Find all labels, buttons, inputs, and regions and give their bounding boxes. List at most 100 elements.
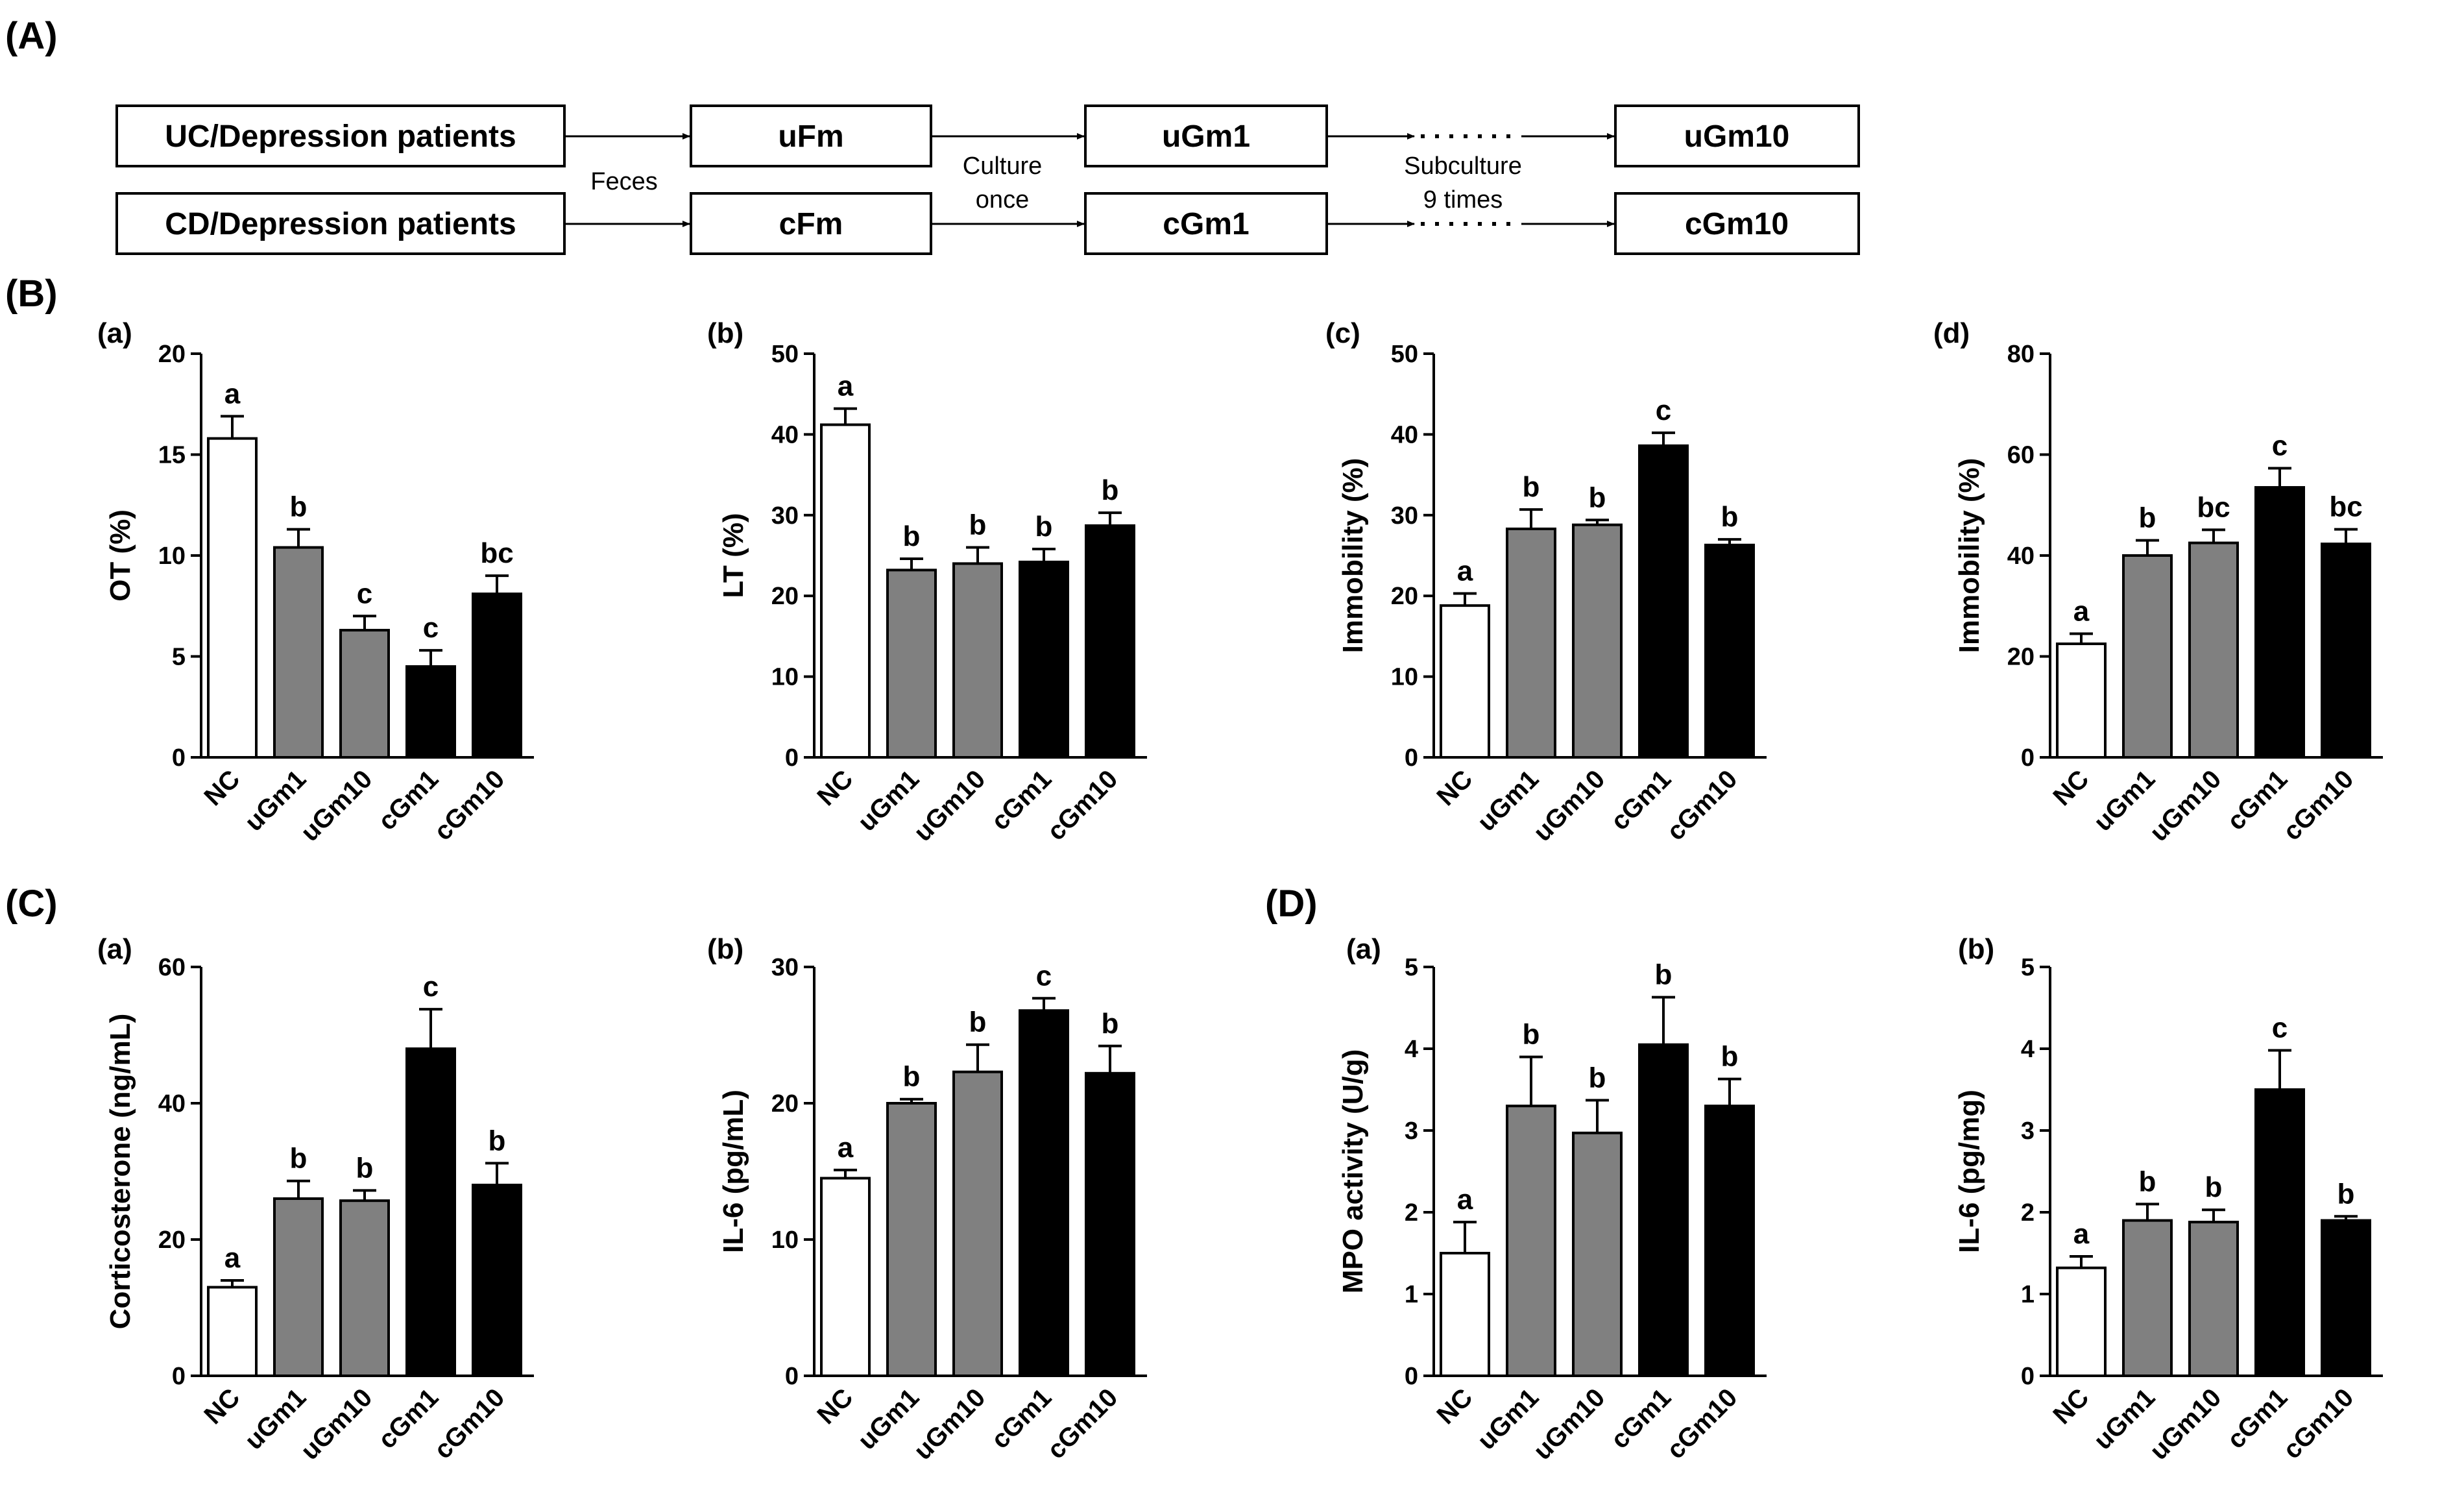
- bar-cgm1: [2254, 1088, 2305, 1377]
- bar-ugm1: [886, 1102, 937, 1377]
- significance-letter: b: [1035, 511, 1053, 543]
- bar-nc: [207, 1286, 258, 1377]
- significance-letter: b: [290, 1143, 308, 1175]
- gm1-box-c: [1084, 192, 1328, 255]
- significance-letter: b: [1655, 959, 1673, 991]
- significance-letter: bc: [2329, 491, 2362, 523]
- bar-ugm1: [2122, 554, 2173, 759]
- y-axis-title: IL-6 (pg/mL): [718, 1090, 749, 1253]
- bar-ugm10: [1572, 1131, 1623, 1378]
- y-tick-label: 0: [2021, 744, 2035, 772]
- source-box-uc-label: UC/Depression patients: [165, 119, 516, 154]
- significance-letter: b: [2139, 1166, 2156, 1197]
- bar-nc: [1440, 1252, 1490, 1377]
- bar-ugm10: [952, 562, 1003, 759]
- x-tick-label: cGm10: [1661, 764, 1743, 846]
- y-tick-label: 10: [771, 1227, 799, 1254]
- y-tick-label: 0: [1405, 744, 1418, 772]
- bar-cgm10: [1085, 524, 1135, 759]
- y-tick-label: 40: [158, 1090, 186, 1118]
- significance-letter: c: [357, 578, 372, 609]
- significance-letter: b: [903, 520, 921, 552]
- x-tick-label: uGm10: [1528, 1383, 1610, 1465]
- significance-letter: b: [903, 1061, 921, 1093]
- fm-box-u-label: uFm: [778, 119, 843, 154]
- y-axis-title: Immobility (%): [1337, 458, 1369, 654]
- bar-ugm10: [339, 1199, 390, 1378]
- x-tick-label: NC: [199, 1383, 245, 1430]
- panel-label-d: (D): [1265, 883, 1318, 925]
- y-tick-label: 50: [771, 341, 799, 368]
- x-tick-label: cGm10: [2278, 764, 2359, 846]
- y-tick-label: 3: [2021, 1118, 2035, 1145]
- x-tick-label: NC: [1431, 764, 1478, 811]
- x-tick-label: NC: [199, 764, 245, 811]
- chart-sublabel: (b): [707, 933, 743, 965]
- significance-letter: b: [1523, 1019, 1540, 1051]
- x-tick-label: NC: [2047, 764, 2094, 811]
- significance-letter: c: [1036, 960, 1052, 992]
- bar-ugm10: [2188, 1221, 2239, 1377]
- x-tick-label: uGm10: [295, 1383, 378, 1465]
- significance-letter: c: [2272, 1012, 2288, 1044]
- y-tick-label: 0: [172, 1363, 186, 1390]
- y-tick-label: 5: [172, 644, 186, 671]
- significance-letter: b: [2139, 502, 2156, 534]
- gm10-box-u: [1614, 104, 1860, 167]
- significance-letter: c: [423, 612, 439, 644]
- significance-letter: a: [224, 378, 241, 409]
- workflow-diagram: UC/Depression patients uFm uGm1 uGm10 CD…: [115, 104, 1860, 255]
- y-tick-label: 80: [2007, 341, 2035, 368]
- chart-c-a: (a) 0 20 40 60 Corticosterone (ng/mL) a NC b uGm1…: [97, 933, 534, 1465]
- y-tick-label: 4: [1405, 1036, 1418, 1063]
- significance-letter: b: [1721, 1041, 1739, 1073]
- y-axis-title: Immobility (%): [1953, 458, 1985, 654]
- gm10-box-c: [1614, 192, 1860, 255]
- significance-letter: b: [489, 1125, 506, 1156]
- y-tick-label: 60: [158, 954, 186, 981]
- significance-letter: a: [1457, 1184, 1473, 1216]
- x-tick-label: uGm10: [295, 764, 378, 847]
- chart-sublabel: (b): [707, 317, 743, 349]
- bar-nc: [207, 437, 258, 759]
- x-tick-label: cGm10: [1661, 1383, 1743, 1464]
- y-tick-label: 0: [785, 744, 799, 772]
- significance-letter: b: [2205, 1171, 2223, 1203]
- significance-letter: a: [224, 1242, 241, 1274]
- bar-ugm1: [886, 568, 937, 759]
- y-axis-title: MPO activity (U/g): [1337, 1049, 1369, 1294]
- bar-ugm1: [2122, 1219, 2173, 1377]
- x-tick-label: uGm10: [2144, 1383, 2227, 1465]
- significance-letter: bc: [480, 537, 513, 569]
- y-tick-label: 4: [2021, 1036, 2035, 1063]
- x-tick-label: uGm10: [2144, 764, 2227, 847]
- y-tick-label: 15: [158, 442, 186, 469]
- y-tick-label: 50: [1391, 341, 1418, 368]
- fm-box-u: [690, 104, 932, 167]
- y-axis-title: Corticosterone (ng/mL): [104, 1014, 136, 1329]
- y-tick-label: 2: [1405, 1199, 1418, 1227]
- bar-nc: [1440, 604, 1490, 759]
- significance-letter: c: [423, 971, 439, 1003]
- x-tick-label: NC: [1431, 1383, 1478, 1430]
- y-tick-label: 30: [1391, 502, 1418, 530]
- bar-ugm10: [2188, 541, 2239, 759]
- y-tick-label: 2: [2021, 1199, 2035, 1227]
- y-tick-label: 30: [771, 502, 799, 530]
- y-tick-label: 0: [2021, 1363, 2035, 1390]
- bar-ugm1: [273, 546, 324, 759]
- y-tick-label: 20: [2007, 644, 2035, 671]
- significance-letter: b: [1102, 1008, 1119, 1040]
- y-axis-title: IL-6 (pg/mg): [1953, 1090, 1985, 1253]
- source-box-cd: [115, 192, 566, 255]
- bar-cgm1: [1638, 444, 1689, 759]
- x-tick-label: NC: [812, 1383, 858, 1430]
- bar-cgm10: [1085, 1071, 1135, 1378]
- chart-sublabel: (b): [1958, 933, 1994, 965]
- y-tick-label: 3: [1405, 1118, 1418, 1145]
- significance-letter: c: [2272, 430, 2288, 461]
